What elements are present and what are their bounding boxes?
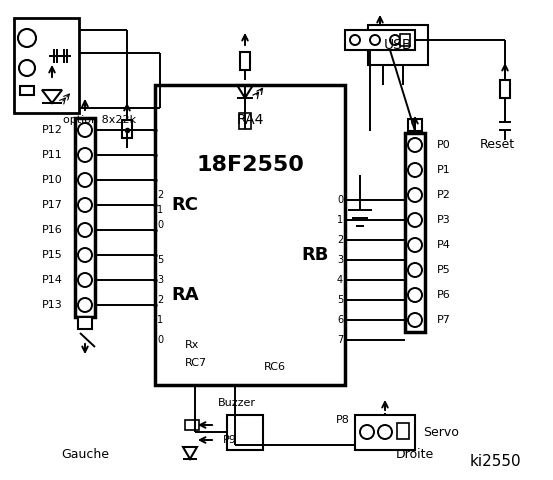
Text: Droite: Droite	[396, 448, 434, 461]
Text: P10: P10	[42, 175, 63, 185]
Text: P12: P12	[42, 125, 63, 135]
Text: 1: 1	[157, 205, 163, 215]
Text: 1: 1	[337, 215, 343, 225]
Text: P9: P9	[223, 435, 237, 445]
Text: 3: 3	[337, 255, 343, 265]
Text: P17: P17	[42, 200, 63, 210]
Text: P16: P16	[42, 225, 63, 235]
Circle shape	[408, 238, 422, 252]
Bar	[400, 34, 410, 46]
Circle shape	[78, 223, 92, 237]
Text: P3: P3	[437, 215, 451, 225]
Bar	[155, 85, 345, 385]
Bar	[78, 317, 92, 329]
Circle shape	[408, 188, 422, 202]
Text: 0: 0	[337, 195, 343, 205]
Text: P7: P7	[437, 315, 451, 325]
Bar	[122, 120, 132, 138]
Text: RA: RA	[171, 286, 199, 304]
Text: 2: 2	[156, 295, 163, 305]
Circle shape	[78, 148, 92, 162]
Text: USB: USB	[384, 38, 412, 52]
Bar	[227, 415, 263, 450]
Text: 0: 0	[157, 220, 163, 230]
Text: P11: P11	[42, 150, 63, 160]
Text: 1: 1	[157, 315, 163, 325]
Bar	[240, 52, 250, 70]
Circle shape	[408, 288, 422, 302]
Text: 5: 5	[337, 295, 343, 305]
Text: 7: 7	[337, 335, 343, 345]
Circle shape	[408, 313, 422, 327]
Text: Rx: Rx	[185, 340, 200, 350]
Circle shape	[408, 213, 422, 227]
Text: ki2550: ki2550	[470, 455, 521, 469]
Text: 0: 0	[157, 335, 163, 345]
Circle shape	[390, 35, 400, 45]
Text: P0: P0	[437, 140, 451, 150]
Text: Reset: Reset	[480, 139, 515, 152]
Text: Gauche: Gauche	[61, 448, 109, 461]
Circle shape	[350, 35, 360, 45]
Circle shape	[78, 273, 92, 287]
Text: Buzzer: Buzzer	[218, 398, 256, 408]
Text: option 8x22k: option 8x22k	[64, 115, 137, 125]
Circle shape	[378, 425, 392, 439]
Text: RC6: RC6	[264, 362, 286, 372]
Circle shape	[408, 263, 422, 277]
Text: P5: P5	[437, 265, 451, 275]
Circle shape	[408, 163, 422, 177]
Text: 2: 2	[156, 190, 163, 200]
Circle shape	[78, 198, 92, 212]
Text: 5: 5	[156, 255, 163, 265]
Bar	[355, 415, 415, 450]
Text: P4: P4	[437, 240, 451, 250]
Circle shape	[78, 248, 92, 262]
Bar	[345, 30, 415, 50]
Bar	[14, 18, 79, 113]
Bar	[368, 25, 428, 65]
Circle shape	[78, 123, 92, 137]
Circle shape	[370, 35, 380, 45]
Text: P14: P14	[42, 275, 63, 285]
Bar	[185, 420, 199, 430]
Bar	[408, 119, 422, 131]
Bar	[397, 423, 409, 439]
Text: RC7: RC7	[185, 358, 207, 368]
Bar	[75, 118, 95, 317]
Bar	[500, 80, 510, 98]
Circle shape	[19, 60, 35, 76]
Text: 3: 3	[157, 275, 163, 285]
Text: 18F2550: 18F2550	[196, 155, 304, 175]
Text: P13: P13	[42, 300, 63, 310]
Text: 6: 6	[337, 315, 343, 325]
Bar	[239, 113, 251, 129]
Bar	[405, 133, 425, 332]
Text: RB: RB	[301, 246, 328, 264]
Text: P2: P2	[437, 190, 451, 200]
Circle shape	[78, 298, 92, 312]
Text: P6: P6	[437, 290, 451, 300]
Bar	[20, 86, 34, 95]
Text: P8: P8	[336, 415, 350, 425]
Text: P1: P1	[437, 165, 451, 175]
Circle shape	[18, 29, 36, 47]
Circle shape	[360, 425, 374, 439]
Text: P15: P15	[42, 250, 63, 260]
Circle shape	[408, 138, 422, 152]
Text: RA4: RA4	[236, 113, 264, 127]
Text: Servo: Servo	[423, 425, 459, 439]
Text: 4: 4	[337, 275, 343, 285]
Text: 2: 2	[337, 235, 343, 245]
Text: RC: RC	[171, 196, 199, 214]
Circle shape	[78, 173, 92, 187]
